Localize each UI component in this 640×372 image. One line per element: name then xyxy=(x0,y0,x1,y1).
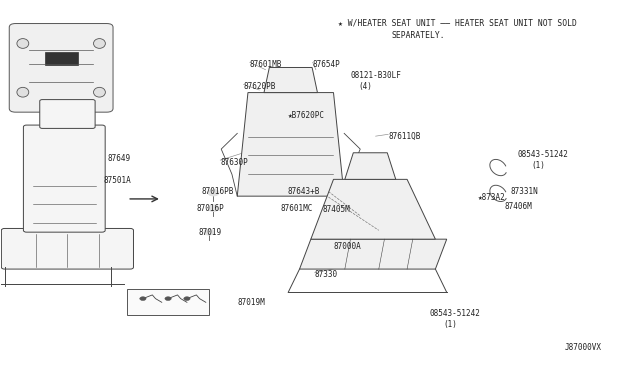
Circle shape xyxy=(204,229,214,235)
Text: (4): (4) xyxy=(358,82,372,91)
Text: 08543-51242: 08543-51242 xyxy=(517,150,568,159)
FancyBboxPatch shape xyxy=(1,228,134,269)
Text: 87643+B: 87643+B xyxy=(287,187,320,196)
Polygon shape xyxy=(345,153,396,179)
Text: 87601MB: 87601MB xyxy=(250,60,282,69)
Circle shape xyxy=(165,297,172,301)
FancyBboxPatch shape xyxy=(40,100,95,128)
FancyBboxPatch shape xyxy=(45,52,77,65)
Text: 87601MC: 87601MC xyxy=(281,203,313,213)
Text: SEPARATELY.: SEPARATELY. xyxy=(392,31,445,40)
Text: 87330: 87330 xyxy=(315,270,338,279)
Text: 08543-51242: 08543-51242 xyxy=(429,309,480,318)
Text: 87016P: 87016P xyxy=(196,203,224,213)
Text: 87331N: 87331N xyxy=(511,187,539,196)
Text: 87620PB: 87620PB xyxy=(244,82,276,91)
Text: 87630P: 87630P xyxy=(220,157,248,167)
Text: 87019: 87019 xyxy=(198,228,221,237)
Circle shape xyxy=(208,205,219,211)
Ellipse shape xyxy=(17,39,29,48)
Text: 87016PB: 87016PB xyxy=(202,187,234,196)
Text: 87000A: 87000A xyxy=(333,243,361,251)
Text: 87405M: 87405M xyxy=(322,205,350,215)
FancyBboxPatch shape xyxy=(9,23,113,112)
Text: 08121-B30LF: 08121-B30LF xyxy=(351,71,401,80)
Text: 87649: 87649 xyxy=(107,154,130,163)
Text: J87000VX: J87000VX xyxy=(564,343,602,352)
Ellipse shape xyxy=(17,87,29,97)
Polygon shape xyxy=(300,239,447,269)
FancyBboxPatch shape xyxy=(24,125,105,232)
Text: 87406M: 87406M xyxy=(504,202,532,211)
Polygon shape xyxy=(311,179,435,239)
Text: ★873A2: ★873A2 xyxy=(478,193,506,202)
Text: 87611QB: 87611QB xyxy=(388,132,420,141)
Text: 87501A: 87501A xyxy=(104,176,132,185)
Text: 87654P: 87654P xyxy=(313,60,340,69)
Polygon shape xyxy=(264,67,317,93)
Text: ★B7620PC: ★B7620PC xyxy=(287,111,324,121)
Text: 87019M: 87019M xyxy=(237,298,265,307)
Circle shape xyxy=(184,297,190,301)
Polygon shape xyxy=(237,93,344,196)
Circle shape xyxy=(140,297,146,301)
Ellipse shape xyxy=(93,39,106,48)
Text: (1): (1) xyxy=(443,320,457,329)
Text: ★ W/HEATER SEAT UNIT —— HEATER SEAT UNIT NOT SOLD: ★ W/HEATER SEAT UNIT —— HEATER SEAT UNIT… xyxy=(338,18,577,27)
Text: (1): (1) xyxy=(532,161,545,170)
Ellipse shape xyxy=(93,87,106,97)
Bar xyxy=(127,289,209,315)
Circle shape xyxy=(208,189,219,196)
